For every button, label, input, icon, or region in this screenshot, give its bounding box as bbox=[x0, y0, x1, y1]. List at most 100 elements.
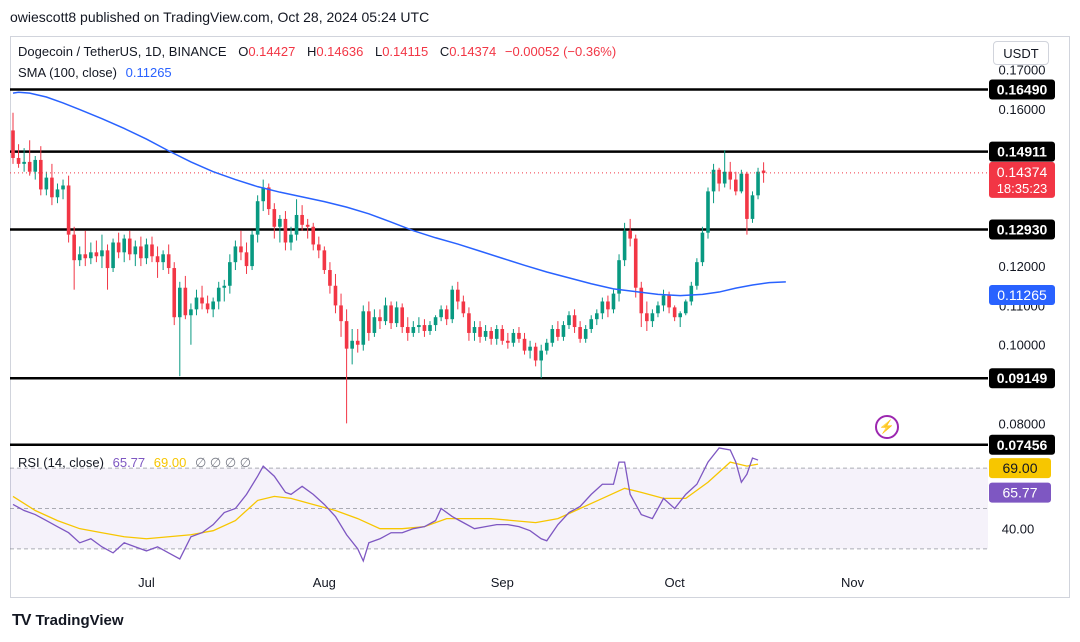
rsi-label: RSI (14, close) bbox=[18, 455, 104, 470]
candle-body-115 bbox=[650, 313, 655, 322]
candle-body-37 bbox=[216, 287, 221, 302]
candle-body-74 bbox=[422, 325, 427, 331]
candle-body-36 bbox=[211, 301, 215, 310]
time-tick-2: Sep bbox=[491, 575, 514, 590]
rsi-tick-1: 40.00 bbox=[1002, 522, 1035, 537]
candle-body-92 bbox=[522, 338, 527, 351]
level-badge-4 bbox=[989, 434, 1055, 455]
candle-body-93 bbox=[528, 346, 532, 351]
close-label: C bbox=[439, 44, 450, 59]
candle-body-9 bbox=[61, 185, 65, 190]
candle-body-24 bbox=[144, 244, 149, 259]
high-value: 0.14636 bbox=[316, 44, 364, 59]
candle-body-28 bbox=[166, 254, 171, 269]
candle-body-65 bbox=[372, 317, 377, 333]
candle-body-124 bbox=[700, 232, 705, 263]
low-value: 0.14115 bbox=[382, 44, 429, 59]
candle-body-68 bbox=[389, 305, 393, 324]
publisher-line: owiescott8 published on TradingView.com,… bbox=[10, 9, 430, 25]
candle-body-113 bbox=[639, 287, 644, 314]
candle-body-69 bbox=[394, 307, 399, 324]
candle-body-6 bbox=[44, 177, 49, 190]
candle-body-3 bbox=[27, 161, 32, 172]
candle-body-17 bbox=[105, 250, 110, 269]
candle-body-73 bbox=[417, 325, 421, 328]
candle-body-88 bbox=[500, 329, 505, 341]
candle-body-57 bbox=[328, 270, 332, 286]
candle-body-127 bbox=[717, 169, 721, 184]
candle-body-50 bbox=[289, 234, 293, 243]
candle-body-21 bbox=[127, 238, 132, 255]
candle-body-105 bbox=[595, 313, 599, 320]
candle-body-70 bbox=[400, 307, 404, 328]
candle-body-111 bbox=[628, 230, 632, 239]
candle-body-29 bbox=[172, 268, 177, 318]
level-label-1: 0.14911 bbox=[997, 144, 1047, 160]
candle-body-108 bbox=[611, 293, 616, 310]
candle-body-97 bbox=[550, 329, 555, 343]
candle-body-99 bbox=[561, 325, 566, 337]
candle-body-96 bbox=[544, 342, 549, 351]
candle-body-63 bbox=[361, 311, 366, 345]
candle-body-7 bbox=[50, 177, 54, 198]
chart-frame bbox=[10, 36, 1070, 598]
countdown-label: 18:35:23 bbox=[997, 181, 1048, 196]
candle-body-109 bbox=[617, 260, 621, 294]
time-tick-0: Jul bbox=[138, 575, 155, 590]
symbol-legend: Dogecoin / TetherUS, 1D, BINANCE O0.1442… bbox=[18, 44, 616, 59]
candle-body-117 bbox=[661, 295, 666, 306]
low-label: L bbox=[374, 44, 383, 59]
candle-body-86 bbox=[489, 330, 493, 339]
rsi-legend: RSI (14, close) 65.77 69.00 ∅ ∅ ∅ ∅ bbox=[18, 455, 251, 471]
candle-body-101 bbox=[572, 315, 577, 328]
candle-body-22 bbox=[133, 246, 138, 255]
candle-body-41 bbox=[239, 246, 243, 253]
rsi-band bbox=[10, 468, 988, 549]
candle-body-89 bbox=[506, 340, 510, 343]
sma-line bbox=[12, 91, 786, 297]
candle-body-121 bbox=[683, 301, 688, 314]
candle-body-31 bbox=[183, 287, 188, 316]
sma-label: SMA (100, close) bbox=[18, 65, 117, 80]
rsi-value: 65.77 bbox=[112, 455, 146, 470]
candle-body-87 bbox=[494, 329, 499, 339]
lightning-icon[interactable]: ⚡ bbox=[875, 415, 899, 439]
change-value: −0.00052 (−0.36%) bbox=[504, 44, 617, 59]
candle-body-103 bbox=[583, 329, 588, 339]
candle-body-14 bbox=[89, 252, 93, 259]
candle-body-12 bbox=[77, 254, 82, 261]
candle-body-2 bbox=[22, 161, 26, 164]
candle-body-16 bbox=[100, 250, 104, 257]
level-label-3: 0.09149 bbox=[997, 370, 1048, 386]
candle-body-107 bbox=[606, 301, 610, 310]
time-tick-3: Oct bbox=[665, 575, 686, 590]
candle-body-128 bbox=[722, 171, 727, 184]
rsi-ma-line bbox=[12, 461, 759, 540]
rsi-badge bbox=[989, 482, 1051, 503]
candle-body-4 bbox=[33, 159, 38, 172]
candle-body-49 bbox=[283, 218, 288, 243]
candle-body-32 bbox=[189, 309, 193, 316]
currency-button[interactable]: USDT bbox=[993, 41, 1049, 65]
price-tick-4: 0.10000 bbox=[999, 338, 1046, 353]
candle-body-45 bbox=[261, 187, 265, 202]
candle-body-10 bbox=[66, 185, 71, 235]
tradingview-logo[interactable]: TV TradingView bbox=[12, 612, 124, 630]
candle-body-130 bbox=[734, 179, 738, 192]
candle-body-133 bbox=[750, 195, 755, 219]
sma-badge bbox=[989, 284, 1055, 305]
candle-body-8 bbox=[55, 189, 60, 198]
level-label-0: 0.16490 bbox=[997, 82, 1048, 98]
candle-body-120 bbox=[678, 313, 682, 318]
candle-body-54 bbox=[311, 226, 316, 245]
rsi-extra-values: ∅ ∅ ∅ ∅ bbox=[194, 455, 252, 470]
candle-body-20 bbox=[122, 238, 126, 253]
sma-badge-label: 0.11265 bbox=[997, 287, 1047, 303]
candle-body-35 bbox=[205, 303, 210, 310]
candle-body-90 bbox=[511, 332, 516, 343]
candle-body-100 bbox=[567, 315, 571, 326]
candle-body-114 bbox=[645, 313, 649, 322]
candle-body-134 bbox=[756, 171, 760, 196]
high-label: H bbox=[306, 44, 317, 59]
